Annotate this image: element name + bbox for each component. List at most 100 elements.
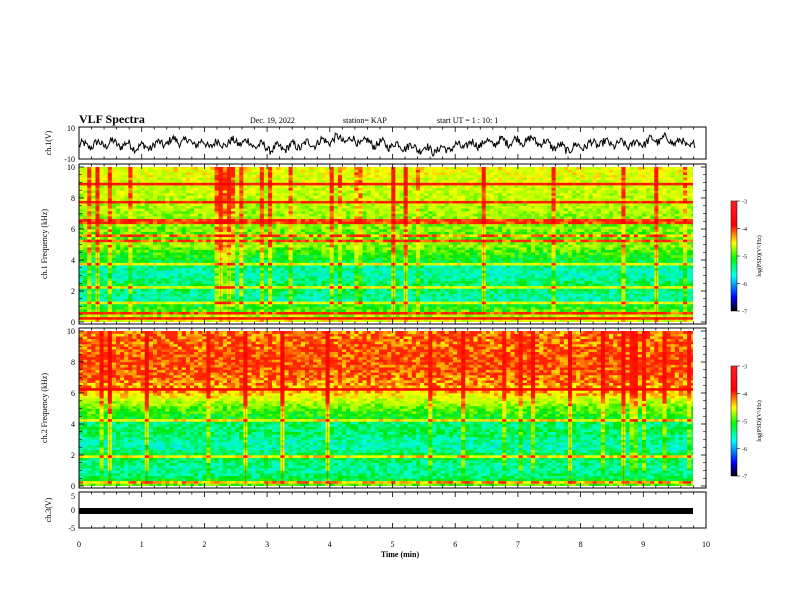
spectrogram-cell [448,288,454,292]
spectrogram-cell [641,306,647,310]
spectrogram-cell [465,303,470,307]
spectrogram-cell [633,239,639,243]
spectrogram-cell [120,265,125,269]
spectrogram-cell [132,280,137,284]
spectrogram-cell [169,241,174,245]
spectrogram-cell [91,249,96,253]
spectrogram-cell [469,241,474,245]
spectrogram-cell [124,280,129,284]
spectrogram-cell [280,254,285,258]
spectrogram-cell [666,252,671,256]
spectrogram-cell [194,309,199,312]
spectrogram-cell [247,247,252,250]
spectrogram-cell [169,244,174,248]
spectrogram-cell [354,275,359,279]
spectrogram-cell [251,301,256,305]
spectrogram-cell [144,252,150,256]
spectrogram-cell [424,257,429,261]
spectrogram-cell [625,309,630,312]
spectrogram-cell [120,283,125,287]
spectrogram-cell [214,288,220,292]
spectrogram-cell [239,293,244,297]
spectrogram-cell [666,262,671,266]
spectrogram-cell [350,257,355,261]
spectrogram-cell [140,306,146,310]
spectrogram-cell [662,252,667,256]
spectrogram-cell [231,293,236,297]
spectrogram-cell [494,267,499,271]
spectrogram-cell [284,272,289,276]
spectrogram-cell [288,239,293,243]
spectrogram-cell [514,262,519,266]
spectrogram-cell [165,298,170,302]
spectrogram-cell [580,296,585,300]
spectrogram-cell [444,270,450,274]
spectrogram-cell [489,293,495,297]
spectrogram-cell [625,241,630,245]
spectrogram-cell [650,285,655,289]
spectrogram-cell [609,296,614,300]
spectrogram-cell [140,257,146,261]
spectrogram-cell [383,260,388,263]
spectrogram-cell [641,241,647,245]
spectrogram-cell [161,278,166,281]
spectrogram-cell [641,257,647,261]
spectrogram-cell [678,283,684,287]
spectrogram-cell [181,288,187,292]
spectrogram-cell [580,283,585,287]
spectrogram-cell [576,257,581,261]
spectrogram-cell [136,319,141,322]
spectrogram-cell [325,236,330,240]
spectrogram-cell [506,262,511,266]
spectrogram-cell [625,265,630,269]
spectrogram-cell [621,291,626,294]
spectrogram-cell [600,244,606,248]
spectrogram-cell [526,272,532,276]
spectrogram-cell [185,244,191,248]
spectrogram-cell [202,283,207,287]
spectrogram-cell [358,241,363,245]
spectrogram-cell [572,257,577,261]
spectrogram-cell [526,244,532,248]
spectrogram-cell [268,296,273,300]
spectrogram-cell [259,252,265,256]
spectrogram-cell [522,306,528,310]
spectrogram-cell [333,249,339,253]
spectrogram-cell [152,278,158,281]
spectrogram-cell [658,244,663,248]
spectrogram-cell [91,288,96,292]
spectrogram-cell [333,280,339,284]
spectrogram-cell [580,288,585,292]
spectrogram-cell [99,291,104,294]
spectrogram-cell [687,241,692,245]
spectrogram-cell [428,275,433,279]
spectrogram-cell [214,319,220,322]
spectrogram-cell [461,314,466,318]
spectrogram-cell [395,309,400,312]
spectrogram-cell [543,298,548,302]
spectrogram-cell [596,249,602,253]
spectrogram-cell [514,285,519,289]
spectrogram-cell [563,316,569,320]
spectrogram-cell [366,241,372,245]
spectrogram-cell [321,293,326,297]
spectrogram-cell [530,249,536,253]
spectrogram-cell [128,298,133,302]
spectrogram-cell [177,260,183,263]
spectrogram-cell [366,316,372,320]
spectrogram-cell [683,257,688,261]
spectrogram-cell [99,298,104,302]
spectrogram-cell [432,298,437,302]
spectrogram-cell [99,314,104,318]
spectrogram-cell [341,260,347,263]
spectrogram-cell [79,257,84,261]
spectrogram-cell [276,285,281,289]
spectrogram-cell [296,291,302,294]
spectrogram-cell [103,236,109,240]
spectrogram-cell [115,252,121,256]
spectrogram-cell [276,319,281,322]
spectrogram-cell [485,270,491,274]
spectrogram-cell [103,241,109,245]
spectrogram-cell [346,314,351,318]
spectrogram-cell [206,247,211,250]
